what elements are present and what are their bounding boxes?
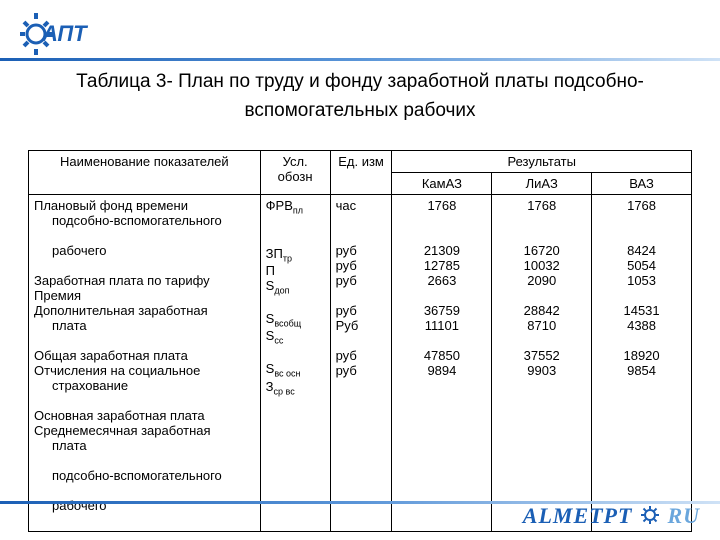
footer-right: RU <box>667 503 700 528</box>
th-col-1: ЛиАЗ <box>492 173 592 195</box>
table-cell: часрубрубрубрубРубрубруб <box>330 195 392 532</box>
top-stripe <box>0 58 720 61</box>
logo: АПТ <box>20 8 90 60</box>
th-sym: Усл. обозн <box>260 151 330 195</box>
logo-text: АПТ <box>41 21 88 46</box>
th-col-0: КамАЗ <box>392 173 492 195</box>
table-cell: 1768842450541053145314388189209854 <box>592 195 692 532</box>
th-results: Результаты <box>392 151 692 173</box>
data-table: Наименование показателей Усл. обозн Ед. … <box>28 150 692 532</box>
th-unit: Ед. изм <box>330 151 392 195</box>
table-title: Таблица 3- План по труду и фонду заработ… <box>70 68 650 125</box>
th-name: Наименование показателей <box>29 151 261 195</box>
footer-brand: ALMETPT RU <box>523 503 700 532</box>
th-col-2: ВАЗ <box>592 173 692 195</box>
table-cell: ФРВплЗПтрПSдопSвсобщSссSвс оснЗср вс <box>260 195 330 532</box>
table-cell: 1768213091278526633675911101478509894 <box>392 195 492 532</box>
footer-left: ALMETPT <box>523 503 633 528</box>
gear-icon <box>639 504 661 532</box>
table-cell: 176816720100322090288428710375529903 <box>492 195 592 532</box>
table-cell: Плановый фонд времениподсобно-вспомогате… <box>29 195 261 532</box>
